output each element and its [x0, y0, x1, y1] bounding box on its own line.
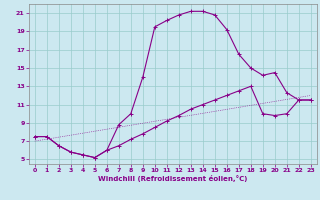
X-axis label: Windchill (Refroidissement éolien,°C): Windchill (Refroidissement éolien,°C) [98, 175, 247, 182]
